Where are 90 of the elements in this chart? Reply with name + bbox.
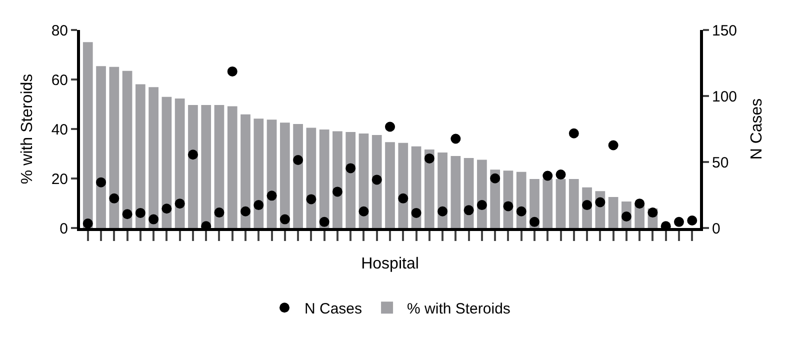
point xyxy=(582,200,592,210)
bar xyxy=(240,114,250,228)
point xyxy=(595,197,606,208)
bar xyxy=(346,132,356,228)
y2-axis-title: N Cases xyxy=(748,98,766,160)
bar xyxy=(608,197,618,228)
point xyxy=(503,201,514,212)
point xyxy=(240,206,251,216)
point xyxy=(109,193,120,204)
point xyxy=(464,205,474,216)
point xyxy=(674,216,684,227)
point xyxy=(529,216,540,227)
x-axis-title: Hospital xyxy=(361,256,419,273)
point xyxy=(621,212,632,222)
bar xyxy=(96,66,106,228)
point xyxy=(188,150,198,160)
point xyxy=(490,173,500,184)
point xyxy=(687,215,698,226)
point xyxy=(293,155,304,166)
bar xyxy=(254,118,264,228)
y2-tick-label: 100 xyxy=(712,88,738,106)
point xyxy=(280,214,290,224)
bar xyxy=(424,150,434,228)
bar xyxy=(162,96,172,228)
bar xyxy=(266,120,277,228)
bar xyxy=(280,122,290,228)
point xyxy=(332,186,342,197)
bar xyxy=(385,142,395,228)
y-tick-label: 0 xyxy=(60,220,68,238)
bar xyxy=(174,98,185,228)
point xyxy=(96,177,106,188)
point xyxy=(398,193,408,204)
bar xyxy=(136,84,146,228)
point xyxy=(450,134,461,144)
bar xyxy=(568,179,579,228)
bar xyxy=(542,178,553,228)
y2-tick-label: 150 xyxy=(712,22,738,40)
point xyxy=(346,163,356,174)
point xyxy=(411,208,422,218)
point xyxy=(556,170,566,180)
point xyxy=(306,194,316,204)
bar xyxy=(398,142,408,228)
point xyxy=(634,198,645,209)
bar xyxy=(293,124,303,228)
legend-label: % with Steroids xyxy=(407,300,510,318)
point xyxy=(608,140,618,150)
point xyxy=(516,206,526,216)
point xyxy=(227,66,238,76)
point xyxy=(372,174,382,185)
bar xyxy=(227,106,238,228)
bar xyxy=(332,131,342,228)
point xyxy=(254,200,264,210)
point xyxy=(358,206,369,216)
y-axis-title: % with Steroids xyxy=(19,74,36,184)
bar xyxy=(109,66,120,228)
bar xyxy=(201,104,212,228)
y2-tick-label: 0 xyxy=(712,220,720,238)
y-tick-label: 20 xyxy=(51,170,68,188)
point xyxy=(568,128,579,138)
point xyxy=(122,209,132,220)
bar xyxy=(358,133,369,228)
bar xyxy=(372,134,382,228)
y2-tick-label: 50 xyxy=(712,154,729,172)
y-tick-label: 40 xyxy=(51,121,68,138)
point xyxy=(438,206,448,216)
point xyxy=(82,218,93,228)
y-tick-label: 80 xyxy=(51,22,68,40)
point xyxy=(266,190,277,201)
bar xyxy=(122,70,132,228)
point xyxy=(148,214,159,224)
point xyxy=(648,208,658,218)
bar xyxy=(306,128,316,228)
point xyxy=(542,170,553,181)
point xyxy=(214,208,224,218)
bar xyxy=(82,42,93,228)
point xyxy=(174,198,185,209)
point xyxy=(162,204,172,214)
point xyxy=(424,153,434,164)
bar xyxy=(319,130,330,228)
legend-label: N Cases xyxy=(304,300,362,318)
y-tick-label: 60 xyxy=(51,72,68,89)
bar xyxy=(148,87,158,228)
point xyxy=(319,216,330,227)
point xyxy=(135,208,146,218)
bar xyxy=(450,156,461,228)
point xyxy=(476,200,487,210)
bar xyxy=(556,179,566,228)
bar xyxy=(214,104,224,228)
point xyxy=(385,122,395,132)
bar xyxy=(188,104,198,228)
